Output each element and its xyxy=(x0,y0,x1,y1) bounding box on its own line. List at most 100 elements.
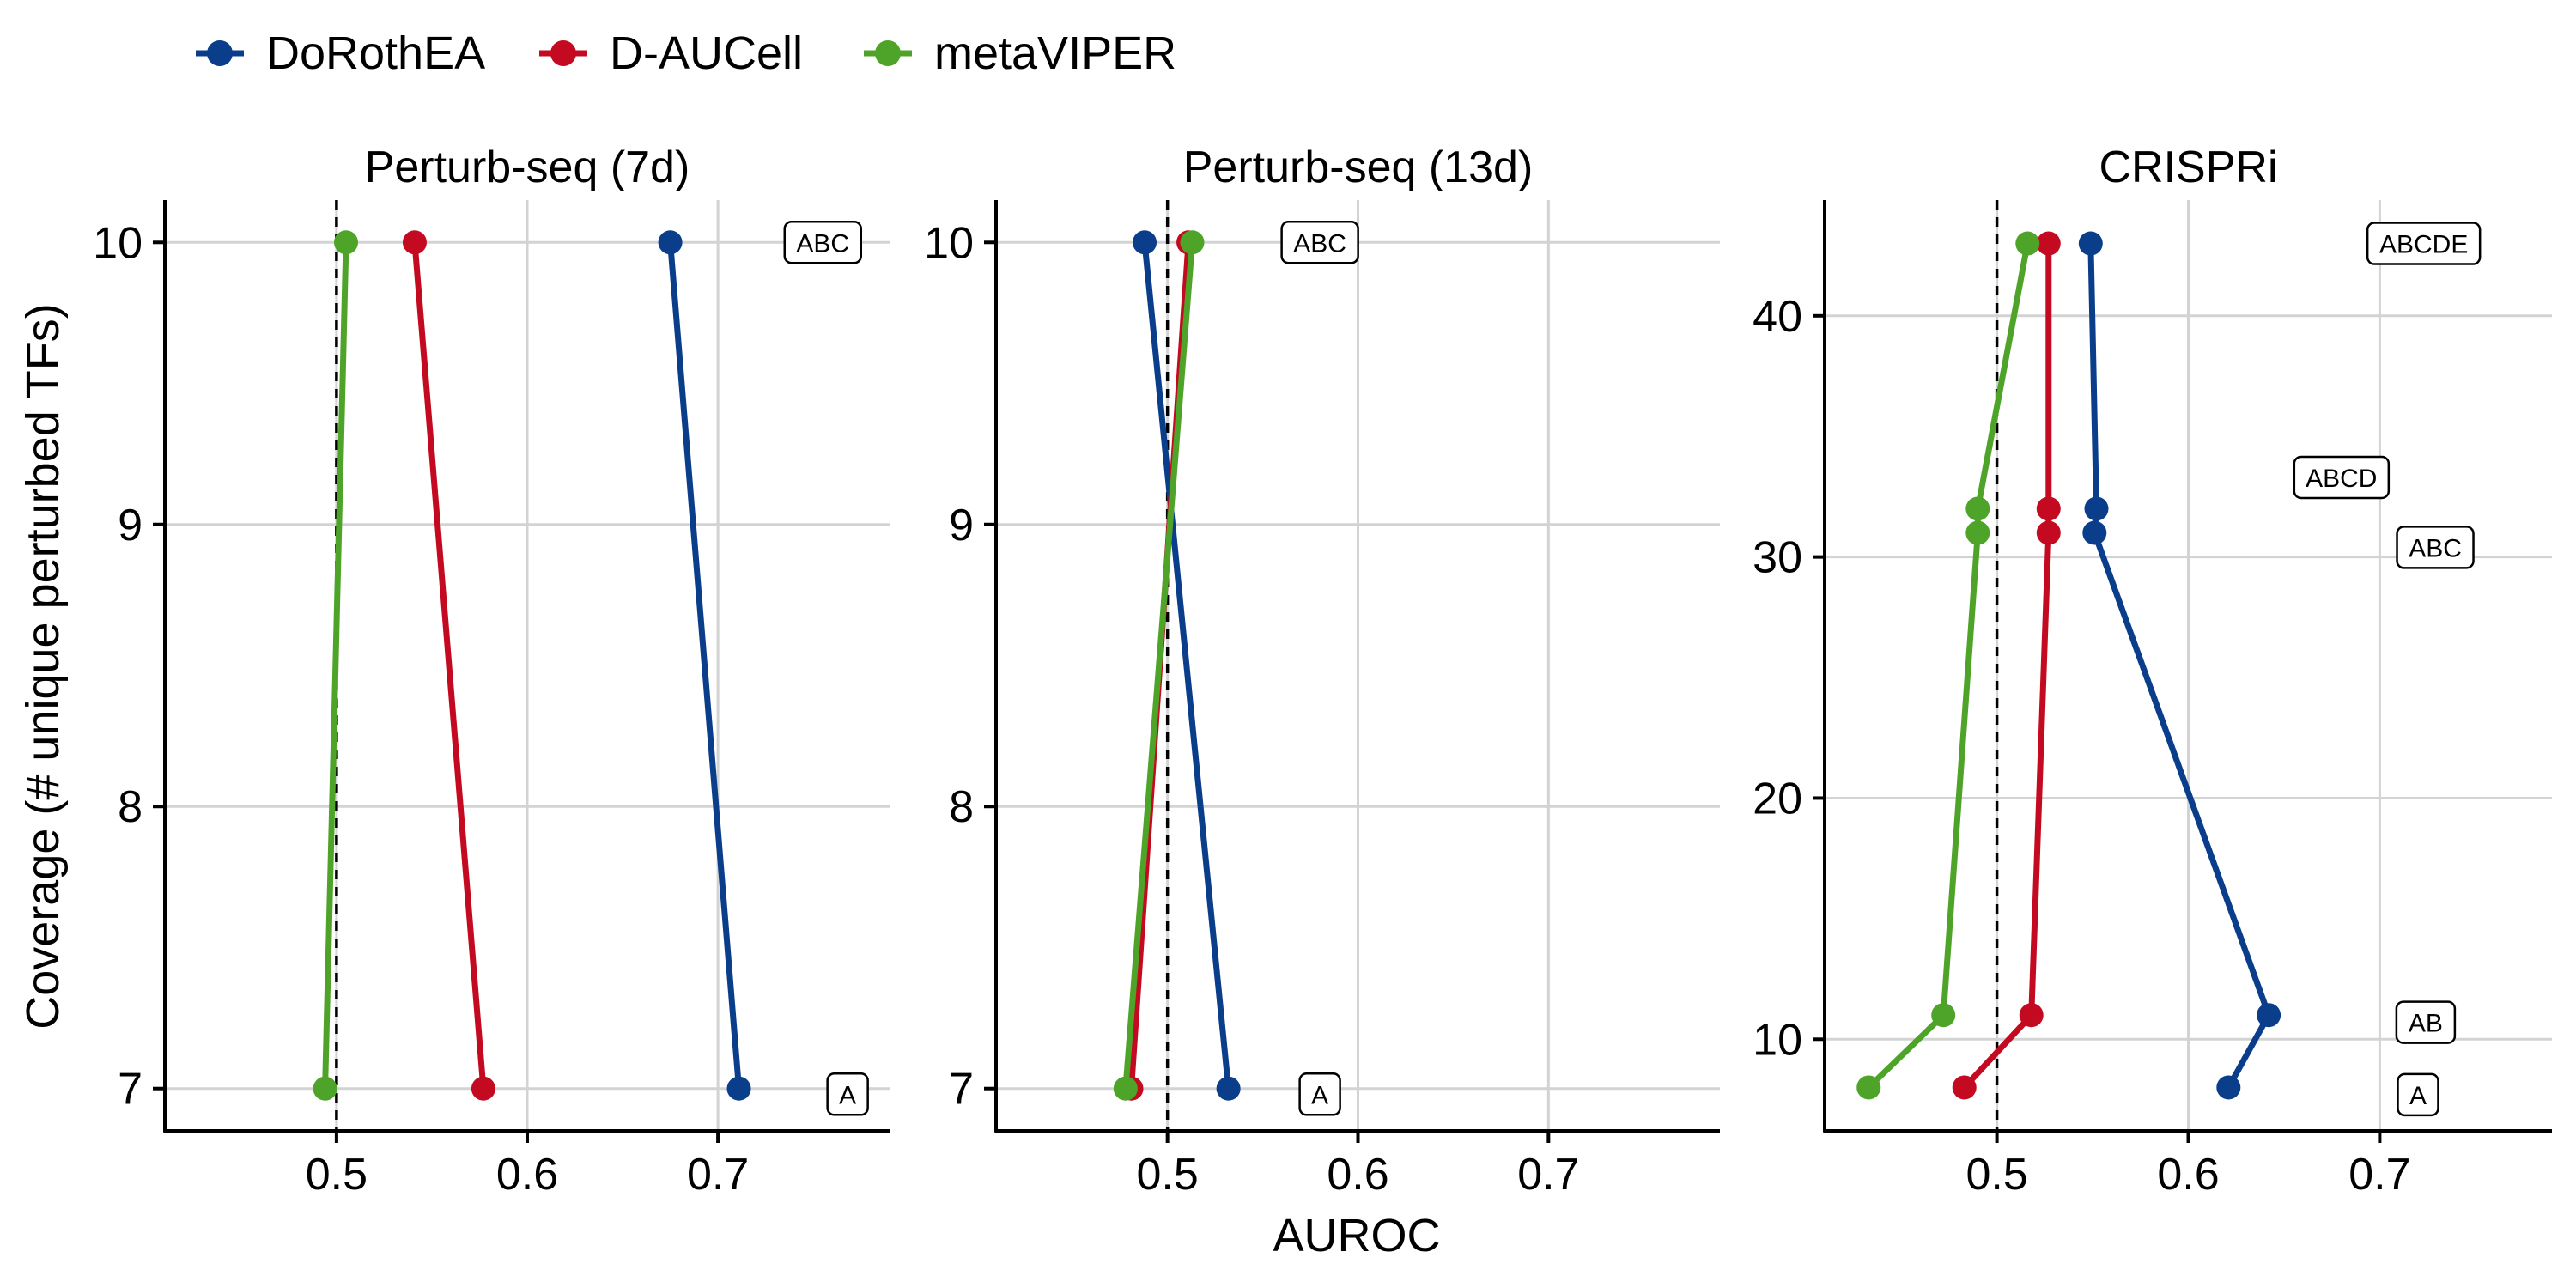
series-line xyxy=(2087,243,2272,1090)
legend-item-d-aucell: D-AUCell xyxy=(539,27,803,79)
annotation-box xyxy=(2397,1072,2439,1117)
data-point xyxy=(402,230,427,255)
annotation-label: ABCDE xyxy=(2366,222,2482,265)
data-point xyxy=(2019,1003,2044,1028)
series-dorothea xyxy=(658,230,751,1101)
annotation-label: ABC xyxy=(2396,526,2475,569)
data-point xyxy=(2257,1003,2281,1028)
annotation-label: ABCD xyxy=(2293,455,2391,500)
y-axis-title: Coverage (# unique perturbed TFs) xyxy=(17,303,69,1029)
legend-swatch-marker xyxy=(207,40,233,66)
annotation-text: ABCD xyxy=(2306,465,2377,493)
series-line xyxy=(1866,242,2031,1090)
y-tick-label: 10 xyxy=(93,218,143,268)
data-point xyxy=(1931,1003,1956,1028)
annotation-label: A xyxy=(826,1072,869,1116)
legend-swatch-marker xyxy=(550,40,576,66)
panel-title: CRISPRi xyxy=(2099,143,2277,192)
y-tick-label: 10 xyxy=(924,218,974,268)
x-tick-label: 0.5 xyxy=(1965,1150,2027,1200)
data-point xyxy=(2216,1075,2241,1100)
data-point xyxy=(2036,231,2061,256)
x-tick-label: 0.7 xyxy=(1517,1150,1579,1200)
annotation-label: A xyxy=(2397,1072,2439,1117)
x-tick-label: 0.5 xyxy=(306,1150,368,1200)
data-point xyxy=(1856,1075,1881,1100)
data-point xyxy=(1952,1075,1977,1100)
annotation-text: ABC xyxy=(1293,229,1346,258)
data-point xyxy=(726,1076,751,1101)
annotation-text: A xyxy=(1311,1081,1328,1109)
annotation-text: ABC xyxy=(2409,534,2462,562)
series-line xyxy=(667,241,743,1090)
data-point xyxy=(1965,520,1990,545)
legend-label: DoRothEA xyxy=(266,27,485,79)
annotation-box xyxy=(826,1072,869,1116)
annotation-box xyxy=(2293,455,2391,500)
y-tick-label: 40 xyxy=(1753,292,1802,342)
y-tick-label: 9 xyxy=(118,501,143,550)
y-tick-label: 30 xyxy=(1753,533,1802,583)
data-point xyxy=(2015,231,2040,256)
panel-title: Perturb-seq (13d) xyxy=(1183,143,1534,192)
annotation-label: A xyxy=(1298,1072,1341,1116)
annotation-box xyxy=(2366,222,2482,265)
data-point xyxy=(471,1076,495,1101)
annotation-box xyxy=(2396,526,2475,569)
y-tick-label: 7 xyxy=(949,1065,974,1115)
y-tick-label: 7 xyxy=(118,1065,143,1115)
annotation-text: ABC xyxy=(796,229,849,258)
data-point xyxy=(2084,496,2109,521)
data-point xyxy=(2078,231,2103,256)
legend-label: metaVIPER xyxy=(934,27,1176,79)
annotation-box xyxy=(783,221,863,264)
panel-perturb-seq-7d: Perturb-seq (7d) 0.5 0.6 0.7 7 8 9 10 ABC A xyxy=(93,143,890,1200)
annotation-label: ABC xyxy=(783,221,863,264)
legend-item-metaviper: metaVIPER xyxy=(864,27,1176,79)
y-tick-label: 9 xyxy=(949,501,974,550)
series-metaviper xyxy=(1113,230,1205,1101)
series-line xyxy=(411,241,487,1090)
series-line xyxy=(1122,241,1195,1090)
data-point xyxy=(2036,496,2061,521)
series-dorothea xyxy=(2078,231,2281,1100)
series-dorothea xyxy=(1133,230,1241,1101)
series-line xyxy=(1141,241,1232,1090)
y-tick-label: 10 xyxy=(1753,1015,1802,1065)
y-tick-label: 20 xyxy=(1753,774,1802,823)
annotation-text: A xyxy=(2409,1082,2427,1110)
data-point xyxy=(1965,496,1990,521)
series-line xyxy=(322,242,349,1089)
x-tick-label: 0.6 xyxy=(496,1150,558,1200)
annotation-text: AB xyxy=(2409,1010,2443,1038)
panel-title: Perturb-seq (7d) xyxy=(365,143,690,192)
x-tick-label: 0.6 xyxy=(1327,1150,1388,1200)
data-point xyxy=(1216,1076,1241,1101)
annotation-box xyxy=(1280,221,1359,264)
data-point xyxy=(1133,230,1157,255)
x-axis-title: AUROC xyxy=(1273,1210,1440,1261)
data-point xyxy=(2082,520,2107,545)
legend-item-dorothea: DoRothEA xyxy=(196,27,485,79)
panel-perturb-seq-13d: Perturb-seq (13d) 0.5 0.6 0.7 7 8 9 10 ABC A xyxy=(924,143,1720,1200)
annotation-label: ABC xyxy=(1280,221,1359,264)
panel-crispri: CRISPRi 0.5 0.6 0.7 10 20 30 40 ABCDE ABCD ABC AB A xyxy=(1753,143,2552,1200)
annotation-label: AB xyxy=(2395,1000,2457,1044)
data-point xyxy=(658,230,683,255)
series-d-aucell xyxy=(402,230,495,1101)
data-point xyxy=(1180,230,1205,255)
x-tick-label: 0.5 xyxy=(1137,1150,1199,1200)
data-point xyxy=(313,1076,337,1101)
y-tick-label: 8 xyxy=(949,782,974,832)
data-point xyxy=(2036,520,2061,545)
annotation-text: A xyxy=(839,1081,856,1109)
series-metaviper xyxy=(313,230,358,1101)
annotation-text: ABCDE xyxy=(2379,231,2468,259)
series-d-aucell xyxy=(1952,231,2061,1100)
x-tick-label: 0.7 xyxy=(2348,1150,2410,1200)
legend-label: D-AUCell xyxy=(610,27,803,79)
annotation-box xyxy=(2395,1000,2457,1044)
legend-swatch-marker xyxy=(875,40,901,66)
